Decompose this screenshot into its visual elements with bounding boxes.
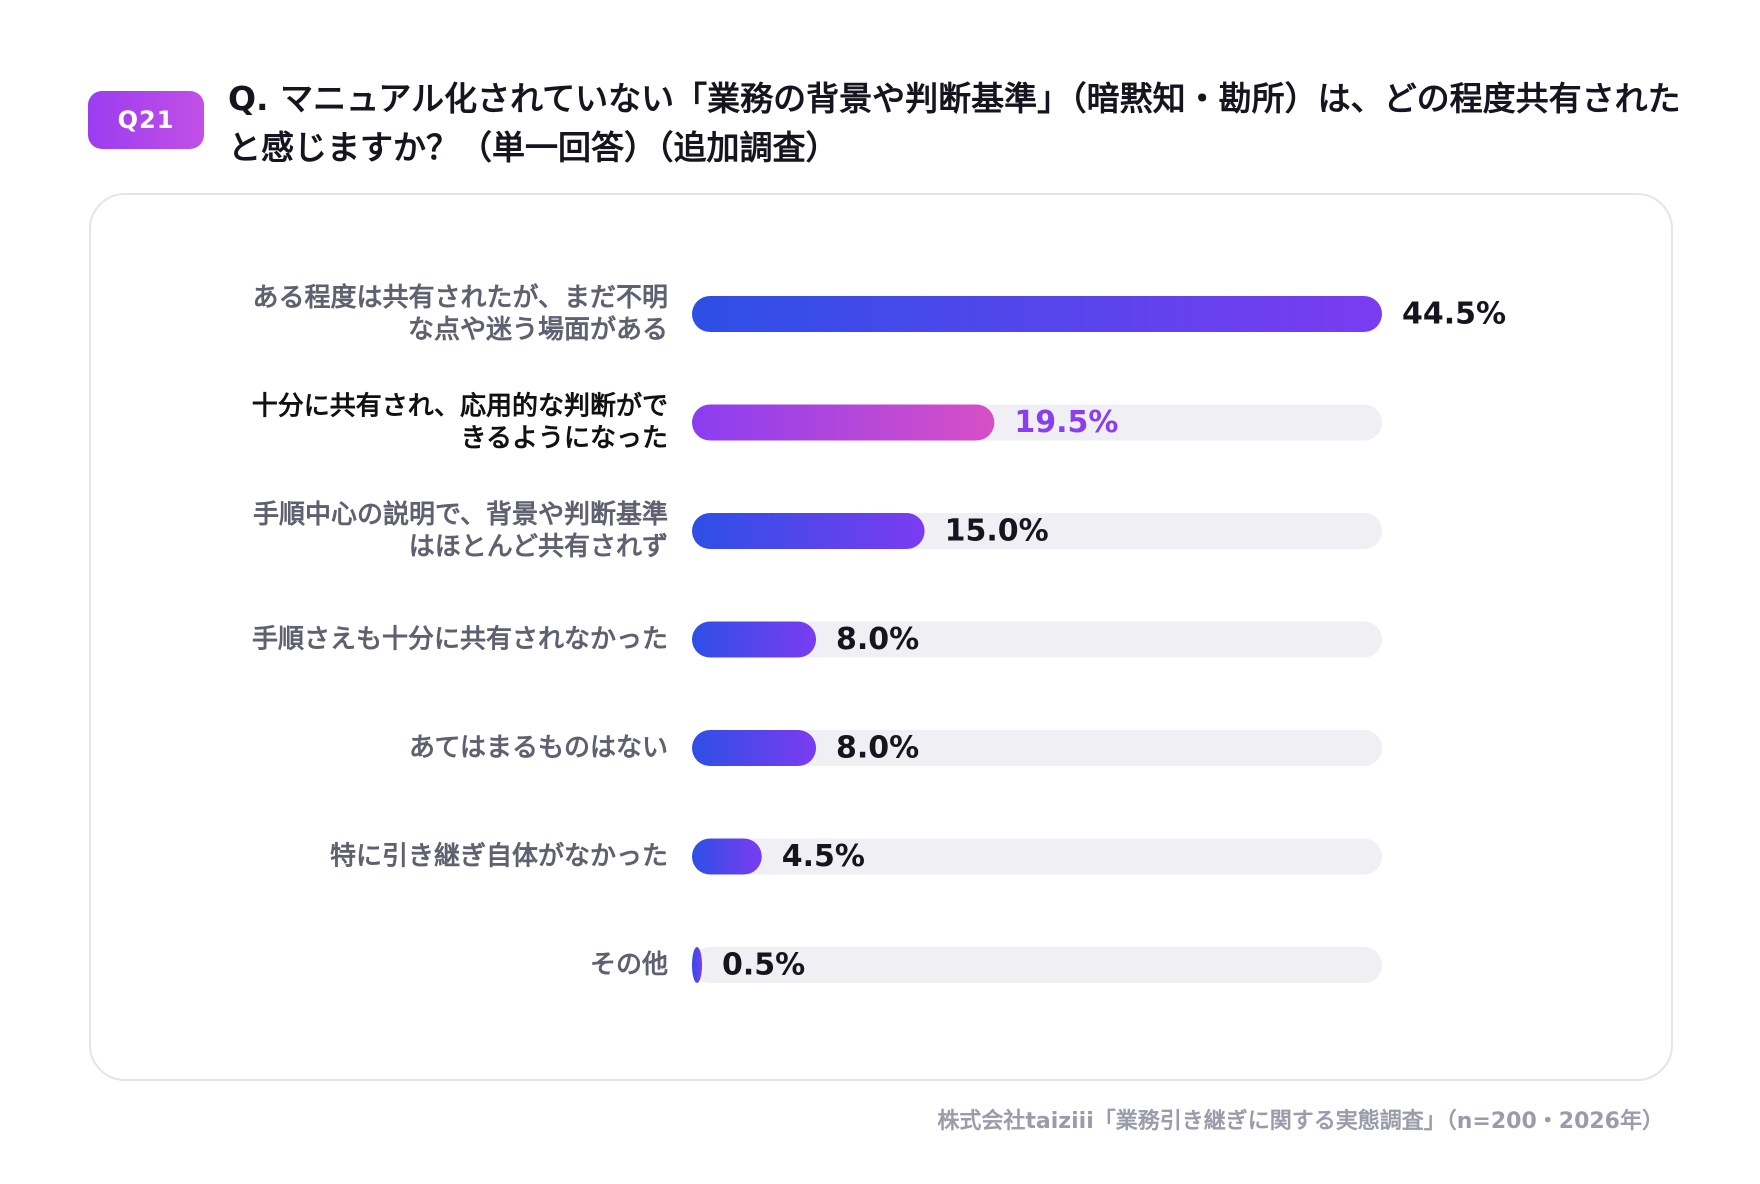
category-label: 手順中心の説明で、背景や判断基準 [253,499,668,530]
source-note: 株式会社taiziii「業務引き継ぎに関する実態調査」（n=200・2026年） [937,1109,1664,1134]
bar-value-label: 0.5% [722,948,805,983]
category-label: 手順さえも十分に共有されなかった [252,625,668,655]
bar [692,296,1382,332]
category-label: その他 [590,950,668,980]
category-label: あてはまるものはない [409,733,668,763]
bar-value-label: 44.5% [1402,297,1506,332]
category-label: ある程度は共有されたが、まだ不明 [253,282,668,313]
bar [692,621,817,658]
bar-value-label: 19.5% [1014,405,1118,440]
question-title: Q. マニュアル化されていない「業務の背景や判断基準」（暗黙知・勘所）は、どの程… [228,79,1681,167]
bar [692,947,702,983]
bar-value-label: 8.0% [836,731,919,766]
category-label: きるようになった [461,424,668,454]
category-label: 特に引き継ぎ自体がなかった [330,841,668,872]
question-number-badge: Q21 [88,91,204,149]
bar [692,730,817,766]
bar-value-label: 8.0% [836,622,919,657]
bar-track [692,838,1382,875]
category-label: な点や迷う場面がある [408,314,668,345]
category-label: はほとんど共有されず [409,532,668,562]
bar-track [692,947,1382,983]
bar [692,838,762,875]
bar-value-label: 15.0% [945,514,1049,549]
bar-track [692,621,1382,658]
category-label: 十分に共有され、応用的な判断がで [252,391,668,422]
bar [692,404,995,441]
bar-value-label: 4.5% [782,839,865,874]
bar-track [692,730,1382,766]
bar [692,513,925,549]
